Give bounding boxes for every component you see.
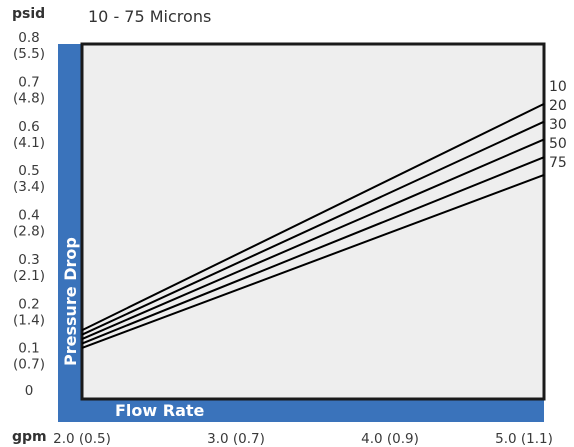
x-tick-label: 3.0 (0.7) <box>207 431 265 447</box>
x-tick-label: 2.0 (0.5) <box>53 431 111 447</box>
series-line-30 <box>81 138 545 341</box>
x-tick-label: 5.0 (1.1) <box>495 431 553 447</box>
y-tick-label: 0.4 (2.8) <box>13 208 45 240</box>
series-group <box>81 103 545 349</box>
series-line-10 <box>81 103 545 332</box>
x-axis-label: Flow Rate <box>115 401 205 420</box>
series-label-75: 75 <box>549 155 567 171</box>
x-tick-labels: 2.0 (0.5) 3.0 (0.7) 4.0 (0.9) 5.0 (1.1) <box>53 431 553 447</box>
series-label-30: 30 <box>549 117 567 133</box>
y-tick-label: 0.1 (0.7) <box>13 341 45 373</box>
series-line-20 <box>81 120 545 336</box>
series-labels: 10 20 30 50 75 <box>549 79 567 171</box>
x-axis-band <box>82 399 544 422</box>
y-axis-band <box>58 44 82 422</box>
y-unit-label: psid <box>12 6 46 22</box>
series-label-50: 50 <box>549 136 567 152</box>
series-line-50 <box>81 156 545 345</box>
series-line-75 <box>81 173 545 349</box>
x-tick-label: 4.0 (0.9) <box>361 431 419 447</box>
plot-area <box>80 42 546 401</box>
y-axis-label: Pressure Drop <box>61 237 80 366</box>
y-tick-label: 0.6 (4.1) <box>13 119 45 151</box>
y-tick-label: 0 <box>25 383 34 399</box>
series-label-10: 10 <box>549 79 567 95</box>
y-tick-label: 0.7 (4.8) <box>13 74 45 106</box>
y-tick-labels: 0.8 (5.5) 0.7 (4.8) 0.6 (4.1) 0.5 (3.4) 0.4 (2.8)… <box>13 30 45 399</box>
y-tick-label: 0.8 (5.5) <box>13 30 45 62</box>
y-tick-label: 0.5 (3.4) <box>13 163 45 195</box>
y-tick-label: 0.2 (1.4) <box>13 296 45 328</box>
chart-title: 10 - 75 Microns <box>88 7 212 26</box>
y-tick-label: 0.3 (2.1) <box>13 252 45 284</box>
series-label-20: 20 <box>549 98 567 114</box>
x-unit-label: gpm <box>12 429 47 445</box>
